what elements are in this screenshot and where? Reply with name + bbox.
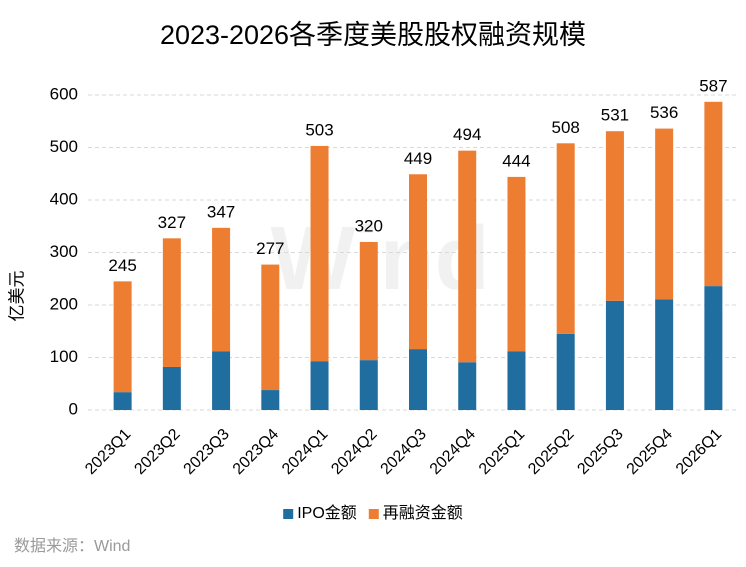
y-tick-label: 600 — [50, 84, 78, 103]
chart-title: 2023-2026各季度美股股权融资规模 — [160, 20, 586, 50]
bar-segment — [655, 299, 674, 410]
bar-segment — [458, 150, 477, 363]
x-tick-label: 2023Q1 — [82, 426, 134, 478]
legend-swatch — [368, 509, 379, 519]
total-label: 347 — [207, 202, 235, 221]
x-tick-label: 2023Q2 — [131, 426, 183, 478]
total-label: 444 — [502, 151, 530, 170]
bar-segment — [359, 242, 378, 361]
y-tick-label: 300 — [50, 242, 78, 261]
total-label: 277 — [256, 239, 284, 258]
bar-segment — [162, 366, 181, 410]
bar-segment — [212, 351, 231, 410]
bar-segment — [261, 264, 280, 391]
bar-segment — [409, 349, 427, 410]
bar-segment — [704, 101, 723, 287]
bar-segment — [556, 143, 575, 334]
total-label: 508 — [552, 118, 580, 137]
bar-segment — [458, 362, 477, 410]
y-tick-label: 400 — [50, 189, 78, 208]
bar-segment — [261, 390, 280, 410]
total-label: 503 — [305, 120, 333, 139]
x-tick-label: 2024Q3 — [378, 426, 430, 478]
x-tick-label: 2025Q2 — [525, 426, 577, 478]
bar-segment — [359, 360, 378, 410]
bar-segment — [162, 238, 181, 367]
bar-segment — [507, 351, 526, 410]
legend-label: IPO金额 — [297, 504, 357, 522]
x-tick-label: 2025Q4 — [624, 426, 676, 478]
total-label: 494 — [453, 125, 481, 144]
y-tick-label: 200 — [50, 294, 78, 313]
y-tick-label: 500 — [50, 137, 78, 156]
total-label: 327 — [158, 213, 186, 232]
x-tick-label: 2025Q3 — [574, 426, 626, 478]
bar-segment — [605, 300, 624, 410]
total-label: 320 — [355, 216, 383, 235]
bar-segment — [310, 361, 329, 410]
y-tick-label: 0 — [69, 399, 78, 418]
total-label: 245 — [108, 256, 136, 275]
bar-segment — [409, 174, 427, 350]
source-note: 数据来源：Wind — [14, 537, 130, 555]
bar-segment — [556, 333, 575, 410]
total-label: 531 — [601, 106, 629, 125]
x-tick-label: 2024Q1 — [279, 426, 331, 478]
total-label: 587 — [699, 76, 727, 95]
total-label: 449 — [404, 149, 432, 168]
bar-segment — [507, 176, 526, 352]
x-tick-label: 2023Q3 — [181, 426, 233, 478]
x-tick-label: 2026Q1 — [673, 426, 725, 478]
bar-segment — [605, 131, 624, 301]
legend-label: 再融资金额 — [383, 504, 463, 522]
bar-segment — [655, 128, 674, 300]
bar-segment — [310, 145, 329, 362]
total-label: 536 — [650, 103, 678, 122]
x-tick-label: 2024Q2 — [328, 426, 380, 478]
bar-segment — [113, 281, 132, 393]
x-tick-label: 2024Q4 — [427, 426, 479, 478]
bar-segment — [113, 392, 132, 410]
y-tick-label: 100 — [50, 347, 78, 366]
y-axis-label: 亿美元 — [7, 271, 26, 322]
bar-segment — [212, 227, 231, 352]
legend-swatch — [283, 509, 294, 519]
bar-segment — [704, 286, 723, 410]
x-tick-label: 2023Q4 — [230, 426, 282, 478]
watermark: Wind — [270, 209, 489, 309]
x-tick-label: 2025Q1 — [476, 426, 528, 478]
